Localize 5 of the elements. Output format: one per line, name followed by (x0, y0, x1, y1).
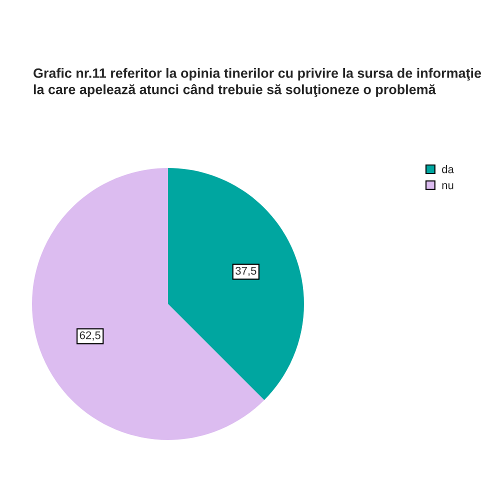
legend-label: nu (442, 183, 454, 190)
legend-label: da (442, 165, 454, 174)
data-label: 37,5 (236, 266, 256, 276)
chart-title: Grafic nr.11 referitor la opinia tinerilor cu privire la sursa de informaţie la care apelează atunci când trebuie să soluţioneze o problemă (34, 68, 482, 97)
data-label: 62,5 (80, 331, 100, 341)
